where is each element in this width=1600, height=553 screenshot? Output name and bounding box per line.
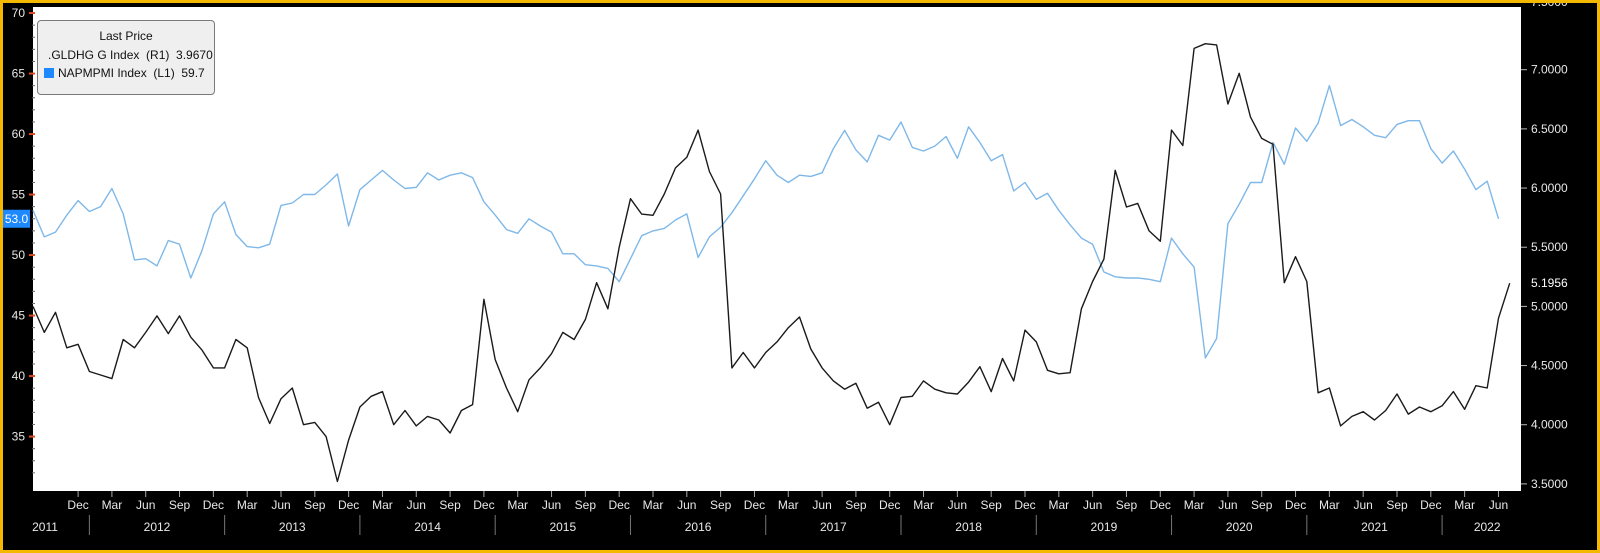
x-tick-label: Jun	[1083, 498, 1102, 512]
x-axis: Dec Mar Jun Sep Dec Mar Jun Sep Dec Mar Jun Sep Dec M…	[32, 491, 1508, 535]
x-tick-label: Jun	[1354, 498, 1373, 512]
left-last-value-label: 53.0	[5, 212, 29, 226]
right-tick-label: 5.0000	[1531, 299, 1568, 313]
legend-title: Last Price	[99, 29, 153, 43]
x-tick-label: Mar	[1319, 498, 1340, 512]
right-tick-label: 7.0000	[1531, 63, 1568, 77]
x-tick-label: Sep	[169, 498, 191, 512]
x-tick-label: Mar	[1048, 498, 1069, 512]
x-tick-label: Mar	[1454, 498, 1475, 512]
x-year-label: 2013	[279, 520, 306, 534]
x-year-label: 2012	[144, 520, 171, 534]
x-year-label: 2018	[955, 520, 982, 534]
legend-label-napmpmi: NAPMPMI Index (L1) 59.7	[58, 66, 205, 80]
x-tick-label: Sep	[575, 498, 597, 512]
left-tick-label: 50	[12, 248, 26, 262]
x-tick-label: Mar	[507, 498, 528, 512]
x-tick-label: Sep	[1116, 498, 1138, 512]
plot-area	[33, 7, 1521, 491]
x-year-label: 2011	[32, 520, 58, 534]
x-tick-label: Mar	[372, 498, 393, 512]
x-year-label: 2016	[685, 520, 712, 534]
left-tick-label: 55	[12, 188, 26, 202]
x-tick-label: Dec	[1285, 498, 1306, 512]
left-tick-label: 35	[12, 430, 26, 444]
x-tick-label: Dec	[879, 498, 900, 512]
right-axis: 3.5000 4.0000 4.5000 5.0000 5.5000 6.0000 6.50…	[1521, 3, 1568, 491]
x-tick-label: Dec	[1420, 498, 1441, 512]
x-tick-label: Mar	[913, 498, 934, 512]
x-tick-label: Sep	[981, 498, 1003, 512]
x-tick-label: Sep	[439, 498, 461, 512]
x-tick-label: Mar	[1184, 498, 1205, 512]
x-tick-label: Mar	[778, 498, 799, 512]
x-tick-label: Dec	[203, 498, 224, 512]
x-year-label: 2017	[820, 520, 847, 534]
legend-entry-napmpmi: NAPMPMI Index (L1) 59.7	[44, 64, 208, 82]
right-tick-label-partial: 7.5000	[1531, 3, 1568, 9]
line-chart: 35 40 45 50 55 60 65 70 3.5000 4.0000 4.5000 5.000…	[3, 3, 1568, 535]
left-last-value-badge	[3, 209, 30, 228]
x-tick-label: Jun	[1489, 498, 1508, 512]
x-tick-label: Jun	[407, 498, 426, 512]
x-tick-label: Dec	[1150, 498, 1171, 512]
series-line	[32, 84, 1500, 359]
x-tick-label: Dec	[473, 498, 494, 512]
right-tick-label: 4.5000	[1531, 359, 1568, 373]
series-line	[32, 43, 1511, 483]
right-last-value-badge: 5.1956	[1531, 276, 1568, 290]
x-tick-label: Jun	[136, 498, 155, 512]
legend-entry-gldhg: .GLDHG G Index (R1) 3.9670	[44, 46, 213, 64]
x-tick-label: Mar	[102, 498, 123, 512]
x-tick-label: Jun	[1218, 498, 1237, 512]
x-tick-label: Dec	[744, 498, 765, 512]
badge-layer: 5.1956 53.0	[3, 209, 1568, 290]
x-tick-label: Sep	[845, 498, 867, 512]
legend: Last Price .GLDHG G Index (R1) 3.9670 NA…	[37, 20, 215, 95]
x-tick-label: Sep	[1386, 498, 1408, 512]
x-tick-label: Jun	[677, 498, 696, 512]
x-year-label: 2014	[414, 520, 441, 534]
left-axis: 35 40 45 50 55 60 65 70	[12, 6, 35, 474]
left-tick-label: 70	[12, 6, 26, 20]
x-tick-label: Dec	[67, 498, 88, 512]
left-tick-label: 65	[12, 67, 26, 81]
x-tick-label: Dec	[338, 498, 359, 512]
x-year-label: 2022	[1474, 520, 1501, 534]
legend-swatch-napmpmi	[44, 68, 54, 78]
right-tick-label: 6.5000	[1531, 122, 1568, 136]
x-year-label: 2019	[1091, 520, 1118, 534]
left-tick-label: 40	[12, 369, 26, 383]
x-tick-label: Jun	[812, 498, 831, 512]
x-year-label: 2021	[1361, 520, 1388, 534]
x-year-label: 2020	[1226, 520, 1253, 534]
legend-label-gldhg: .GLDHG G Index (R1) 3.9670	[48, 48, 213, 62]
x-tick-label: Jun	[948, 498, 967, 512]
left-tick-label: 45	[12, 309, 26, 323]
x-tick-label: Sep	[304, 498, 326, 512]
x-tick-label: Sep	[1251, 498, 1273, 512]
right-tick-label: 3.5000	[1531, 477, 1568, 491]
left-tick-label: 60	[12, 127, 26, 141]
x-tick-label: Jun	[271, 498, 290, 512]
x-tick-label: Dec	[1014, 498, 1035, 512]
x-tick-label: Sep	[710, 498, 732, 512]
right-tick-label: 6.0000	[1531, 181, 1568, 195]
right-tick-label: 5.5000	[1531, 240, 1568, 254]
right-tick-label: 4.0000	[1531, 418, 1568, 432]
x-tick-label: Dec	[609, 498, 630, 512]
x-year-label: 2015	[549, 520, 576, 534]
series-layer	[32, 43, 1511, 483]
x-tick-label: Mar	[237, 498, 258, 512]
x-tick-label: Mar	[643, 498, 664, 512]
x-tick-label: Jun	[542, 498, 561, 512]
